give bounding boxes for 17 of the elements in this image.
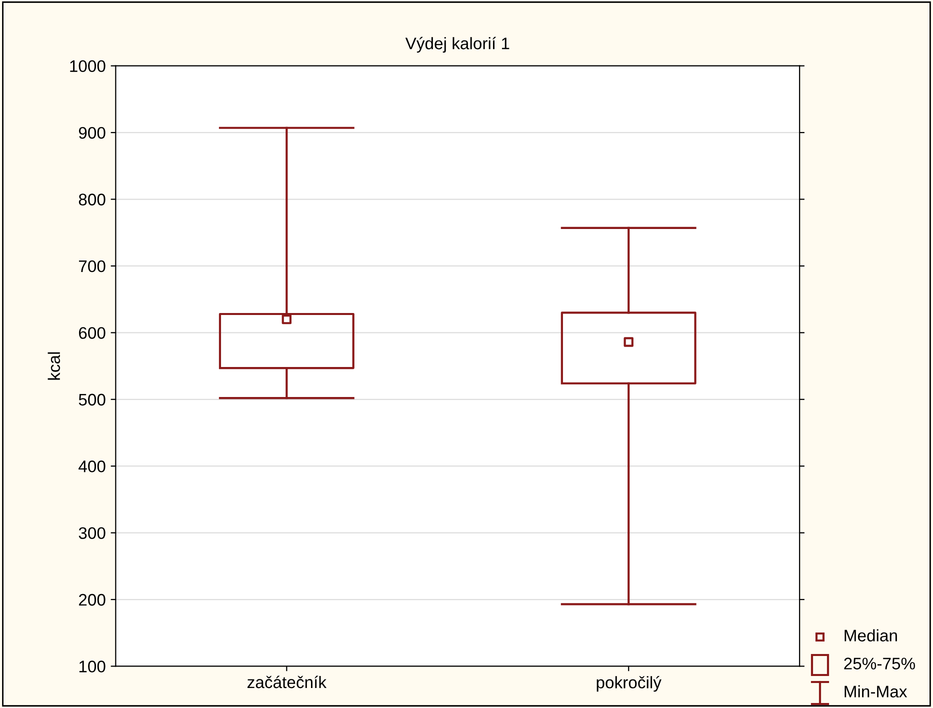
text: Median (844, 629, 897, 642)
text: 25%-75% (844, 658, 916, 670)
y-tick-label: 900 (78, 126, 106, 139)
y-tick-label: 500 (78, 394, 106, 406)
x-tick-label: pokročilý (596, 676, 662, 692)
y-tick-label: 800 (78, 194, 106, 206)
y-tick-label: 700 (79, 260, 106, 272)
chart-title: Výdej kalorií 1 (405, 36, 510, 53)
y-axis-title: kcal (48, 352, 60, 380)
y-tick-label: 300 (78, 527, 106, 540)
y-tick-label: 1000 (70, 60, 106, 72)
y-tick-label: 600 (79, 327, 106, 339)
y-tick-label: 100 (79, 660, 106, 672)
text: Min-Max (844, 685, 908, 698)
y-tick-label: 400 (78, 460, 106, 472)
y-tick-label: 200 (79, 594, 106, 606)
x-tick-label: začátečník (248, 676, 327, 688)
